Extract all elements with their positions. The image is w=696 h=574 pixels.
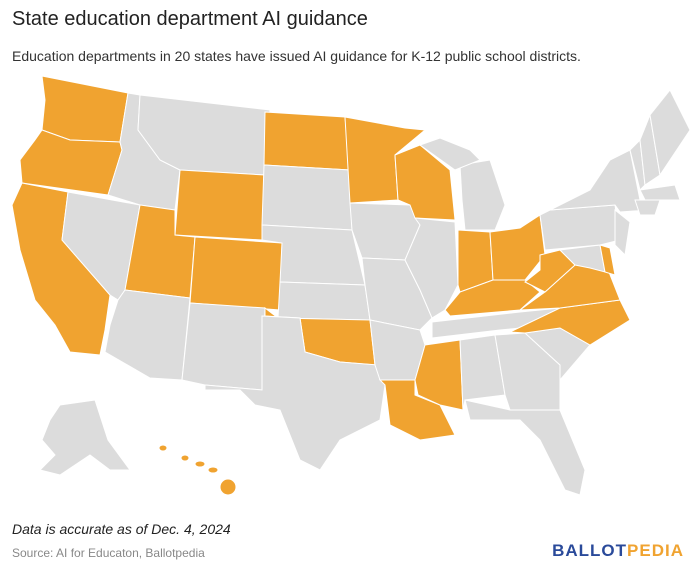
state [369,319,426,381]
source: Source: AI for Educaton, Ballotpedia [12,546,205,560]
state [263,111,351,171]
logo-part: PEDIA [627,541,684,560]
state [539,204,621,251]
state [277,281,371,321]
state [207,466,219,474]
logo-part: BALLOT [552,541,628,560]
subtitle: Education departments in 20 states have … [12,48,581,64]
state [181,302,266,391]
state [41,75,129,143]
state [418,137,481,171]
state [39,399,131,476]
state [639,184,681,201]
state [489,214,546,281]
state [189,236,283,311]
state [634,199,661,216]
state [104,289,191,381]
state [219,478,237,496]
state [194,460,206,468]
state [180,454,190,462]
state [459,159,506,231]
state [158,444,168,452]
note: Data is accurate as of Dec. 4, 2024 [12,521,231,537]
state [174,169,266,241]
title: State education department AI guidance [12,8,368,30]
state [459,334,506,411]
state [599,244,616,276]
state [378,379,456,441]
state [404,217,459,319]
logo: BALLOTPEDIA [552,541,684,561]
state [464,399,586,496]
state [204,315,386,471]
state [614,208,631,257]
state [261,164,353,231]
state [649,89,691,177]
